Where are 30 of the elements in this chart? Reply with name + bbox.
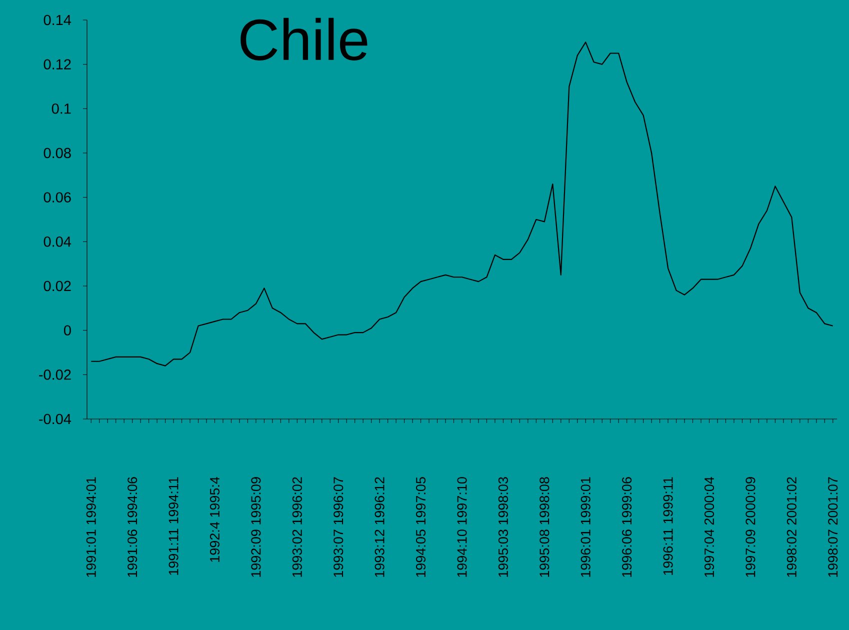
x-tick-label: 1996:01 1999:01	[580, 477, 590, 577]
x-tick-label: 1996:11 1999:11	[663, 477, 673, 575]
x-tick-label: 1993:12 1996:12	[374, 477, 384, 577]
y-tick-label: 0.06	[44, 192, 71, 202]
x-tick-label: 1998:07 2001:07	[828, 477, 838, 577]
y-tick-label: 0.08	[44, 148, 71, 158]
y-tick-label: -0.04	[39, 414, 72, 424]
x-tick-label: 1997:09 2000:09	[746, 477, 756, 577]
x-tick-label: 1994:05 1997:05	[416, 477, 426, 577]
x-tick-label: 1997:04 2000:04	[704, 476, 714, 577]
x-tick-label: 1991:06 1994:06	[128, 477, 138, 577]
y-tick-label: 0.1	[52, 104, 71, 114]
x-tick-label: 1995:08 1998:08	[540, 477, 550, 577]
x-tick-label: 1996:06 1999:06	[622, 477, 632, 577]
x-tick-label: 1992:09 1995:09	[251, 477, 261, 577]
x-tick-label: 1995:03 1998:03	[498, 477, 508, 577]
y-tick-label: 0.14	[44, 14, 72, 26]
x-tick-label: 1993:02 1996:02	[292, 477, 302, 577]
x-tick-label: 1991:01 1994:01	[86, 477, 96, 577]
x-tick-label: 1991:11 1994:11	[168, 477, 178, 575]
chart-title: Chile	[240, 18, 368, 60]
y-tick-label: -0.02	[39, 370, 71, 380]
y-tick-label: 0.02	[44, 280, 71, 292]
y-tick-label: 0.12	[44, 59, 71, 70]
x-tick-label: 1992:4 1995:4	[210, 476, 220, 562]
x-tick-label: 1998:02 2001:02	[786, 477, 796, 577]
y-tick-label: 0.04	[44, 236, 72, 247]
x-tick-label: 1994:10 1997:10	[457, 477, 467, 577]
y-tick-label: 0	[64, 325, 71, 336]
x-tick-label: 1993:07 1996:07	[334, 477, 344, 577]
